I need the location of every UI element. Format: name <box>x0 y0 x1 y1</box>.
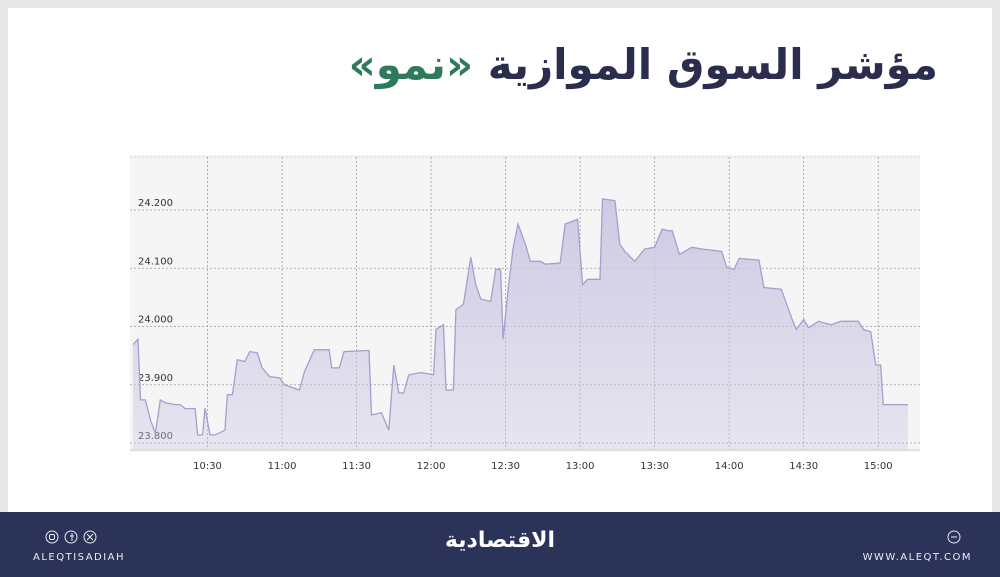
x-tick-label: 11:00 <box>268 461 297 472</box>
x-tick-label: 10:30 <box>193 461 222 472</box>
footer-icons <box>45 530 961 544</box>
x-tick-label: 15:00 <box>864 461 893 472</box>
title-main: مؤشر السوق الموازية <box>487 40 938 89</box>
icon-x[interactable] <box>83 530 97 544</box>
line <box>132 198 908 436</box>
x-tick-label: 12:00 <box>417 461 446 472</box>
chart: 23.80023.90024.00024.10024.20010:3011:00… <box>130 155 920 472</box>
x-tick-label: 11:30 <box>342 461 371 472</box>
footer-logo: الاقتصادية <box>444 528 556 553</box>
x-tick-label: 13:30 <box>640 461 669 472</box>
y-tick-label: 23.900 <box>138 373 173 384</box>
title-highlight: «نمو» <box>348 40 474 89</box>
y-tick-label: 24.100 <box>138 256 173 267</box>
footer-handle[interactable]: ALEQTISADIAH <box>33 552 126 563</box>
x-tick-label: 14:30 <box>789 461 818 472</box>
footer: ALEQTISADIAH الاقتصادية WWW.ALEQT.COM <box>0 512 1000 577</box>
icon-web[interactable] <box>947 530 961 544</box>
icon-instagram[interactable] <box>45 530 59 544</box>
title: مؤشر السوق الموازية «نمو» <box>349 40 938 89</box>
y-tick-label: 24.200 <box>138 198 173 209</box>
x-tick-label: 13:00 <box>566 461 595 472</box>
icon-facebook[interactable] <box>64 530 78 544</box>
area <box>133 198 908 450</box>
x-tick-label: 14:00 <box>715 461 744 472</box>
x-tick-label: 12:30 <box>491 461 520 472</box>
footer-website[interactable]: WWW.ALEQT.COM <box>862 552 972 563</box>
y-tick-label: 24.000 <box>138 315 173 326</box>
